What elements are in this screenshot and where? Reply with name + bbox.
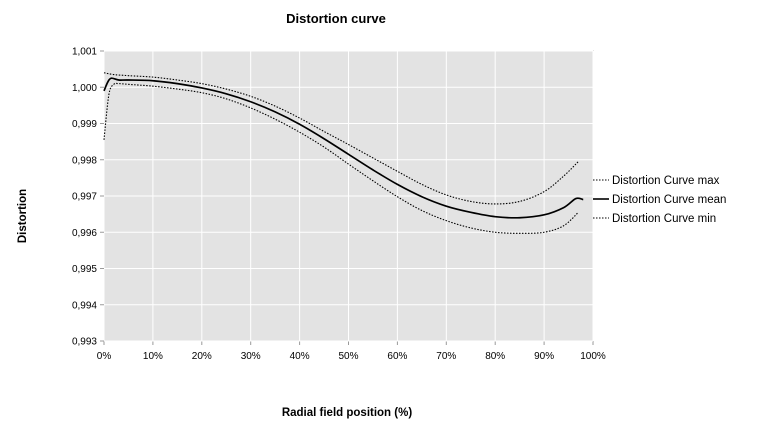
x-tick-label: 10%	[143, 351, 163, 362]
chart-title: Distortion curve	[286, 11, 386, 26]
y-tick-label: 1,000	[72, 83, 97, 94]
y-tick-label: 0,994	[72, 300, 97, 311]
gridlines	[100, 50, 594, 345]
x-tick-label: 90%	[534, 351, 554, 362]
series-line-distortion-curve-mean	[103, 77, 584, 219]
y-tick-label: 0,995	[72, 264, 97, 275]
x-tick-label: 100%	[580, 351, 606, 362]
y-tick-label: 0,998	[72, 155, 97, 166]
series-line-distortion-curve-max	[103, 72, 579, 205]
x-tick-label: 80%	[485, 351, 505, 362]
legend-label-distortion-curve-min: Distortion Curve min	[612, 213, 716, 225]
x-tick-labels: 0% 10% 20% 30% 40% 50% 60% 70% 80% 90% 100%	[97, 351, 606, 362]
x-tick-label: 20%	[192, 351, 212, 362]
legend-label-distortion-curve-mean: Distortion Curve mean	[612, 194, 726, 206]
x-tick-label: 50%	[338, 351, 358, 362]
y-tick-label: 0,996	[72, 228, 97, 239]
legend: Distortion Curve max Distortion Curve mea…	[593, 175, 726, 225]
x-tick-label: 60%	[387, 351, 407, 362]
y-tick-label: 0,999	[72, 119, 97, 130]
legend-label-distortion-curve-max: Distortion Curve max	[612, 175, 720, 187]
y-tick-labels: 0,993 0,994 0,995 0,996 0,997 0,998 0,999 1,000…	[72, 47, 97, 348]
x-tick-label: 30%	[241, 351, 261, 362]
x-tick-label: 40%	[290, 351, 310, 362]
series-lines	[103, 72, 584, 234]
x-tick-label: 70%	[436, 351, 456, 362]
y-tick-label: 1,001	[72, 47, 97, 58]
y-tick-label: 0,997	[72, 192, 97, 203]
y-axis-label: Distortion	[17, 189, 29, 243]
x-tick-label: 0%	[97, 351, 112, 362]
y-tick-label: 0,993	[72, 337, 97, 348]
x-axis-label: Radial field position (%)	[282, 407, 413, 419]
